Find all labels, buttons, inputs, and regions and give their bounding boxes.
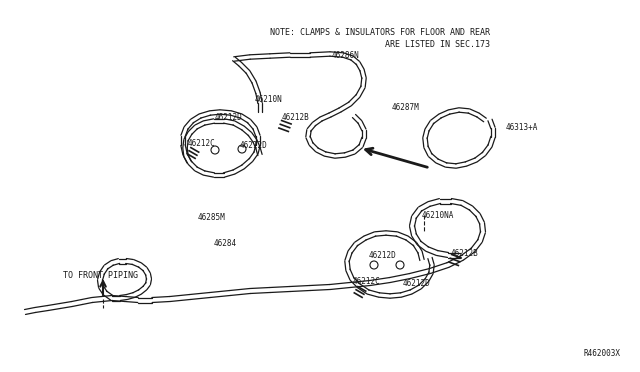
Text: 46210NA: 46210NA [422,212,454,221]
Text: 46212B: 46212B [451,248,479,257]
Text: 46212C: 46212C [188,140,216,148]
Text: TO FRONT PIPING: TO FRONT PIPING [63,272,138,280]
Text: 46212B: 46212B [282,113,310,122]
Text: NOTE: CLAMPS & INSULATORS FOR FLOOR AND REAR: NOTE: CLAMPS & INSULATORS FOR FLOOR AND … [270,28,490,37]
Text: 46212D: 46212D [240,141,268,151]
Text: 46212D: 46212D [369,251,397,260]
Text: 46287M: 46287M [392,103,420,112]
Text: 46313+A: 46313+A [506,124,538,132]
Text: 46284: 46284 [214,240,237,248]
Text: 46212D: 46212D [403,279,431,288]
Text: 46210N: 46210N [255,96,283,105]
Text: 46285M: 46285M [198,214,226,222]
Text: ARE LISTED IN SEC.173: ARE LISTED IN SEC.173 [385,40,490,49]
Text: 46212D: 46212D [215,113,243,122]
Text: 46286N: 46286N [332,51,360,61]
Text: R462003X: R462003X [583,349,620,358]
Text: 46212C: 46212C [353,276,381,285]
